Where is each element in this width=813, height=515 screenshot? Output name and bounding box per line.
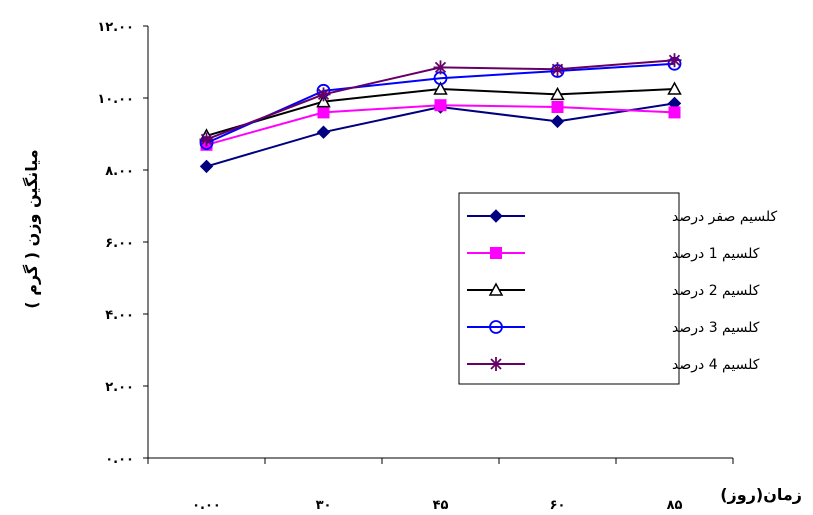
legend-label: کلسیم 4 درصد bbox=[672, 357, 760, 373]
data-point-star bbox=[316, 87, 331, 102]
legend-item: کلسیم 2 درصد bbox=[467, 282, 760, 299]
legend-marker-star bbox=[489, 357, 503, 371]
star-stroke bbox=[317, 88, 330, 101]
star-stroke bbox=[551, 63, 564, 75]
y-tick-label: ۴.۰۰ bbox=[105, 308, 134, 323]
data-point-triangle bbox=[433, 81, 448, 95]
series-line bbox=[206, 62, 675, 144]
x-axis-title: زمان(روز) bbox=[720, 485, 802, 504]
y-axis-title: میانگین وزن ( گرم ) bbox=[22, 149, 41, 308]
star-stroke bbox=[668, 54, 681, 66]
legend-label: کلسیم 2 درصد bbox=[672, 283, 760, 299]
y-tick-label: ۱۲.۰۰ bbox=[97, 20, 134, 35]
series-4 bbox=[199, 53, 682, 147]
series-layer bbox=[199, 53, 682, 174]
y-tick-label: ۶.۰۰ bbox=[105, 236, 134, 251]
series-1 bbox=[200, 99, 681, 151]
y-tick-label: ۸.۰۰ bbox=[105, 164, 134, 179]
x-tick-label: ۰.۰۰ bbox=[192, 498, 221, 513]
data-point-diamond bbox=[550, 114, 565, 129]
legend-label: کلسیم 3 درصد bbox=[672, 320, 760, 336]
data-point-diamond bbox=[199, 159, 214, 174]
legend-box bbox=[458, 192, 680, 385]
legend-marker-circle bbox=[489, 320, 503, 334]
star-stroke bbox=[434, 61, 447, 74]
x-tick-label: ۳۰ bbox=[316, 498, 332, 513]
legend-marker-triangle bbox=[488, 282, 504, 296]
y-tick-label: ۲.۰۰ bbox=[105, 380, 134, 395]
y-tick-label: ۰.۰۰ bbox=[105, 452, 134, 467]
legend-marker-square bbox=[490, 247, 502, 259]
legend-item: کلسیم صفر درصد bbox=[467, 209, 777, 225]
legend-label: کلسیم 1 درصد bbox=[672, 246, 760, 262]
star-stroke bbox=[490, 358, 502, 370]
legend-item: کلسیم 1 درصد bbox=[467, 246, 760, 262]
x-tick-label: ۸۵ bbox=[667, 498, 683, 513]
data-point-square bbox=[551, 101, 564, 113]
legend-marker-diamond bbox=[489, 209, 503, 223]
data-point-diamond bbox=[316, 125, 331, 139]
x-tick-label: ۶۰ bbox=[550, 498, 566, 513]
data-point-square bbox=[434, 99, 447, 112]
data-point-triangle bbox=[550, 86, 565, 101]
data-point-star bbox=[199, 132, 214, 147]
data-point-square bbox=[668, 106, 681, 119]
y-ticks: ۰.۰۰ ۲.۰۰ ۴.۰۰ ۶.۰۰ ۸.۰۰ ۱۰.۰۰ ۱۲.۰۰ bbox=[97, 20, 148, 467]
legend-item: کلسیم 4 درصد bbox=[467, 357, 760, 373]
x-tick-label: ۴۵ bbox=[433, 498, 449, 513]
data-point-square bbox=[317, 106, 330, 119]
data-point-star bbox=[433, 60, 448, 75]
x-ticks: ۰.۰۰ ۳۰ ۴۵ ۶۰ ۸۵ bbox=[147, 458, 734, 513]
data-point-triangle bbox=[667, 81, 682, 95]
data-point-star bbox=[667, 53, 682, 68]
y-tick-label: ۱۰.۰۰ bbox=[97, 92, 134, 107]
legend-label: کلسیم صفر درصد bbox=[672, 209, 777, 225]
data-point-star bbox=[550, 62, 565, 77]
star-stroke bbox=[200, 133, 213, 146]
legend: کلسیم صفر درصد کلسیم 1 درصد کلسیم 2 درصد کل… bbox=[458, 192, 777, 385]
legend-item: کلسیم 3 درصد bbox=[467, 320, 760, 336]
